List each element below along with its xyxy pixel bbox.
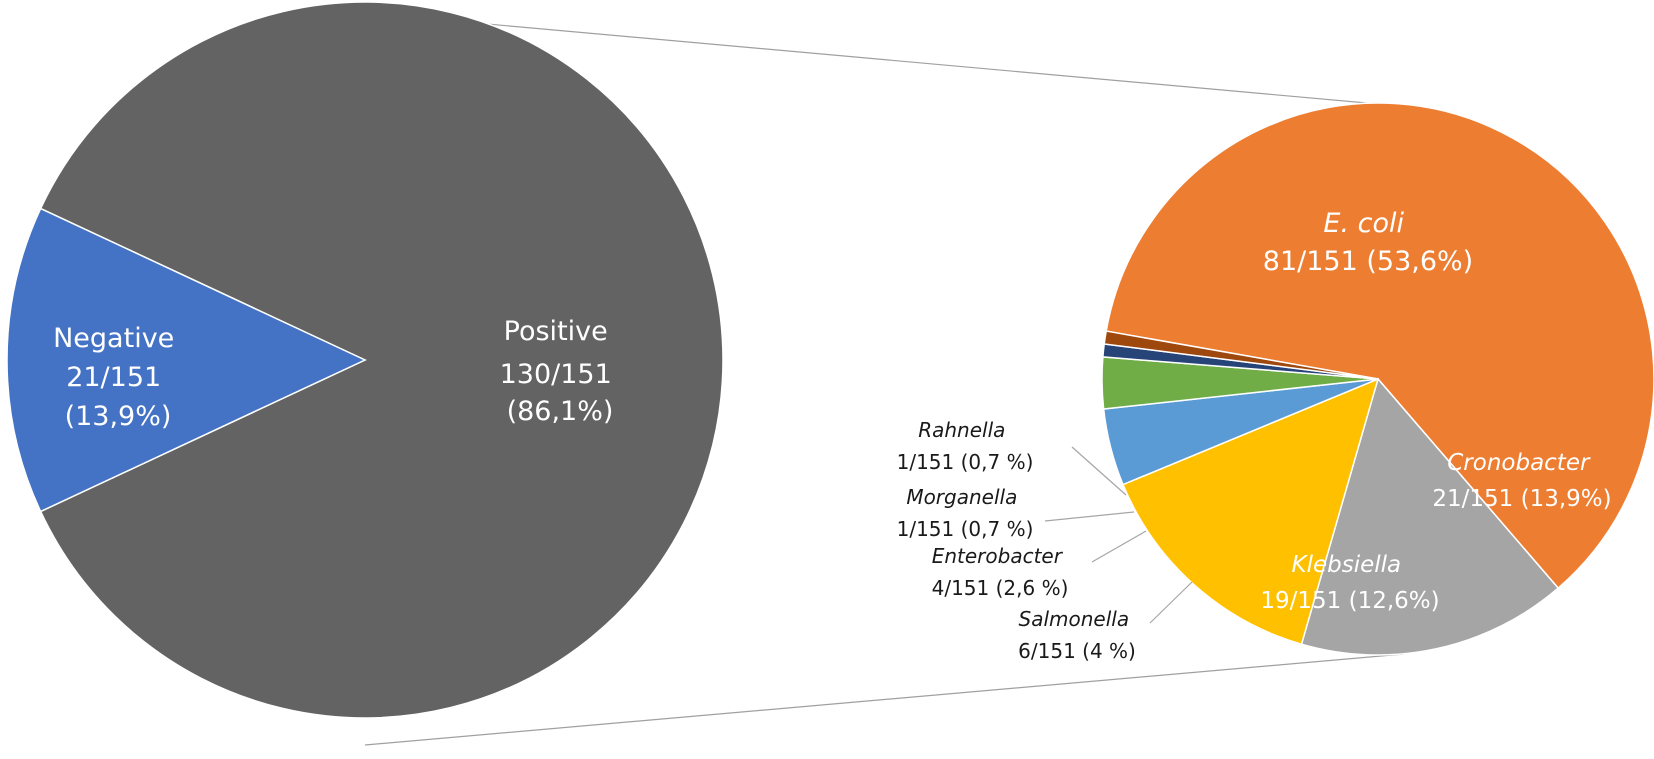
morganella-label: Morganella 1/151 (0,7 %) [897,485,1034,541]
ecoli-label-name: E. coli [1323,208,1404,239]
cronobacter-label: Cronobacter 21/151 (13,9%) [1432,450,1611,512]
klebsiella-label-value: 19/151 (12,6%) [1260,588,1439,614]
rahnella-label-value: 1/151 (0,7 %) [897,450,1034,474]
morganella-label-name: Morganella [906,485,1017,509]
secondary-pie-slice-klebsiella [1121,377,1380,646]
positive-label: Positive 130/151 (86,1%) [500,316,621,427]
negative-label-name: Negative [53,323,174,354]
salmonella-leader-line [1149,581,1193,624]
secondary-pie-outer-labels: Rahnella 1/151 (0,7 %) Morganella 1/151 … [897,418,1193,663]
ecoli-label: E. coli 81/151 (53,6%) [1263,208,1473,277]
secondary-pie-slice-e-coli [1105,102,1654,590]
ecoli-label-value: 81/151 (53,6%) [1263,246,1473,277]
rahnella-leader-line [1071,446,1127,496]
positive-label-name: Positive [504,316,608,347]
negative-label-count: 21/151 [66,362,161,393]
morganella-leader-line [1044,511,1135,522]
rahnella-label: Rahnella 1/151 (0,7 %) [897,418,1034,474]
cronobacter-label-name: Cronobacter [1447,450,1591,476]
secondary-pie-slice-rahnella [1103,330,1379,380]
enterobacter-label: Enterobacter 4/151 (2,6 %) [932,544,1069,600]
klebsiella-label-name: Klebsiella [1292,552,1402,578]
negative-label-percent: (13,9%) [65,401,172,432]
secondary-pie-slice-cronobacter [1300,377,1560,656]
connector-line-top [364,12,1379,105]
salmonella-label: Salmonella 6/151 (4 %) [1018,607,1136,663]
secondary-pie-inner-labels: E. coli 81/151 (53,6%) Cronobacter 21/15… [1260,208,1611,614]
salmonella-label-name: Salmonella [1019,607,1130,631]
negative-label: Negative 21/151 (13,9%) [53,323,183,432]
main-pie-labels: Positive 130/151 (86,1%) Negative 21/151… [53,316,621,432]
rahnella-label-name: Rahnella [918,418,1005,442]
morganella-label-value: 1/151 (0,7 %) [897,517,1034,541]
enterobacter-leader-line [1091,530,1147,563]
salmonella-label-value: 6/151 (4 %) [1018,639,1136,663]
enterobacter-label-value: 4/151 (2,6 %) [932,576,1069,600]
klebsiella-label: Klebsiella 19/151 (12,6%) [1260,552,1439,614]
secondary-pie [1101,102,1654,656]
main-pie-slice-positive [39,1,724,719]
cronobacter-label-value: 21/151 (13,9%) [1432,486,1611,512]
positive-label-count: 130/151 [500,359,612,390]
connector-line-bottom [364,653,1405,746]
main-pie-slice-negative [6,207,367,513]
positive-label-percent: (86,1%) [507,396,614,427]
enterobacter-label-name: Enterobacter [932,544,1064,568]
main-pie [6,1,724,719]
